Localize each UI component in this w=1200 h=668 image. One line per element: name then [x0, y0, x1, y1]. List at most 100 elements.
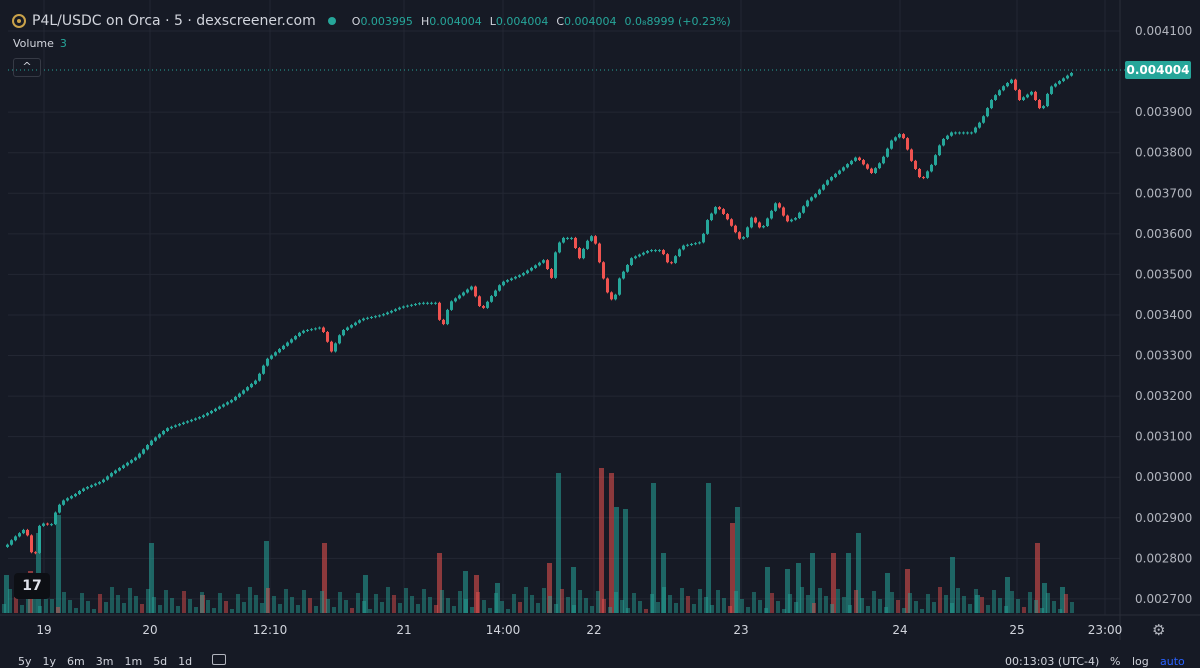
pair-title[interactable]: P4L/USDC on Orca · 5 · dexscreener.com: [32, 13, 316, 29]
candle-body: [18, 533, 21, 537]
candle-body: [798, 212, 801, 219]
volume-bar: [1016, 599, 1020, 613]
volume-bar: [992, 590, 996, 613]
settings-gear-icon[interactable]: ⚙: [1152, 621, 1166, 639]
volume-bar: [890, 592, 894, 613]
candle-body: [786, 215, 789, 222]
volume-bar: [134, 596, 138, 613]
candle-body: [554, 252, 557, 278]
auto-toggle[interactable]: auto: [1160, 655, 1185, 668]
volume-bar: [609, 473, 614, 613]
volume-bar: [524, 587, 528, 613]
candle-body: [50, 524, 53, 526]
volume-bar: [374, 594, 378, 613]
volume-bar: [326, 599, 330, 613]
volume-bar: [260, 603, 264, 613]
volume-bar: [998, 598, 1002, 613]
candle-body: [746, 227, 749, 238]
x-tick-label: 19: [36, 623, 51, 637]
candle-body: [854, 157, 857, 161]
candle-body: [670, 262, 673, 264]
volume-bar: [1042, 583, 1047, 613]
candle-body: [218, 406, 221, 409]
period-5y[interactable]: 5y: [18, 655, 32, 668]
period-1d[interactable]: 1d: [178, 655, 193, 668]
candle-body: [22, 529, 25, 534]
candle-body: [438, 302, 441, 320]
volume-bar: [80, 593, 84, 613]
volume-bar: [572, 605, 576, 613]
candle-body: [682, 245, 685, 250]
calendar-icon[interactable]: [212, 654, 226, 665]
y-tick-label: 0.003900: [1135, 105, 1192, 119]
candle-body: [630, 258, 633, 265]
percent-toggle[interactable]: %: [1110, 655, 1121, 668]
tradingview-logo[interactable]: 17: [14, 573, 50, 599]
x-tick-label: 24: [892, 623, 907, 637]
candle-body: [198, 417, 201, 419]
close-value: 0.004004: [564, 14, 617, 28]
candle-body: [710, 213, 713, 221]
candle-body: [70, 496, 73, 499]
candle-body: [170, 426, 173, 429]
candle-body: [550, 269, 553, 278]
volume-bar: [266, 588, 270, 613]
candle-body: [662, 250, 665, 255]
utc-clock[interactable]: 00:13:03 (UTC-4): [1005, 655, 1100, 668]
volume-bar: [495, 583, 500, 613]
period-6m[interactable]: 6m: [67, 655, 85, 668]
candle-body: [358, 320, 361, 323]
collapse-legend-button[interactable]: ^: [13, 58, 41, 77]
volume-bar: [614, 507, 619, 613]
volume-bar: [363, 575, 368, 613]
candle-body: [1018, 89, 1021, 101]
volume-bar: [1028, 592, 1032, 613]
candle-body: [162, 430, 165, 435]
volume-bar: [686, 596, 690, 613]
candle-body: [842, 167, 845, 171]
volume-bar: [506, 609, 510, 613]
volume-bar: [542, 588, 546, 613]
bottom-toolbar: 5y 1y 6m 3m 1m 5d 1d 00:13:03 (UTC-4) % …: [0, 650, 1200, 668]
period-3m[interactable]: 3m: [95, 655, 114, 668]
volume-bar: [830, 604, 834, 613]
candle-body: [394, 309, 397, 311]
candle-body: [934, 155, 937, 165]
period-1m[interactable]: 1m: [124, 655, 143, 668]
candle-body: [294, 336, 297, 340]
candle-body: [74, 493, 77, 497]
volume-bar: [230, 609, 234, 613]
volume-bar: [26, 590, 30, 613]
log-toggle[interactable]: log: [1132, 655, 1149, 668]
candle-body: [342, 329, 345, 336]
candle-body: [782, 207, 785, 216]
period-1y[interactable]: 1y: [42, 655, 57, 668]
volume-bar: [308, 598, 312, 613]
volume-bar: [896, 600, 900, 613]
candle-body: [774, 203, 777, 211]
volume-bar: [698, 589, 702, 613]
volume-bar: [158, 605, 162, 613]
candle-body: [562, 237, 565, 243]
volume-bar: [182, 591, 186, 613]
candle-body: [410, 304, 413, 306]
period-5d[interactable]: 5d: [153, 655, 168, 668]
volume-bar: [831, 553, 836, 613]
candle-body: [858, 157, 861, 161]
volume-bar: [836, 589, 840, 613]
candle-body: [706, 220, 709, 234]
volume-bar: [638, 601, 642, 613]
y-tick-label: 0.002800: [1135, 551, 1192, 565]
candle-body: [998, 90, 1001, 96]
candle-body: [614, 294, 617, 300]
volume-bar: [608, 607, 612, 613]
candle-body: [754, 217, 757, 223]
volume-bar: [547, 563, 552, 613]
volume-bar: [50, 599, 54, 613]
candle-body: [1030, 91, 1033, 95]
candle-body: [778, 203, 781, 208]
candle-body: [1042, 106, 1045, 109]
volume-bar: [752, 592, 756, 613]
volume-bar: [482, 600, 486, 613]
